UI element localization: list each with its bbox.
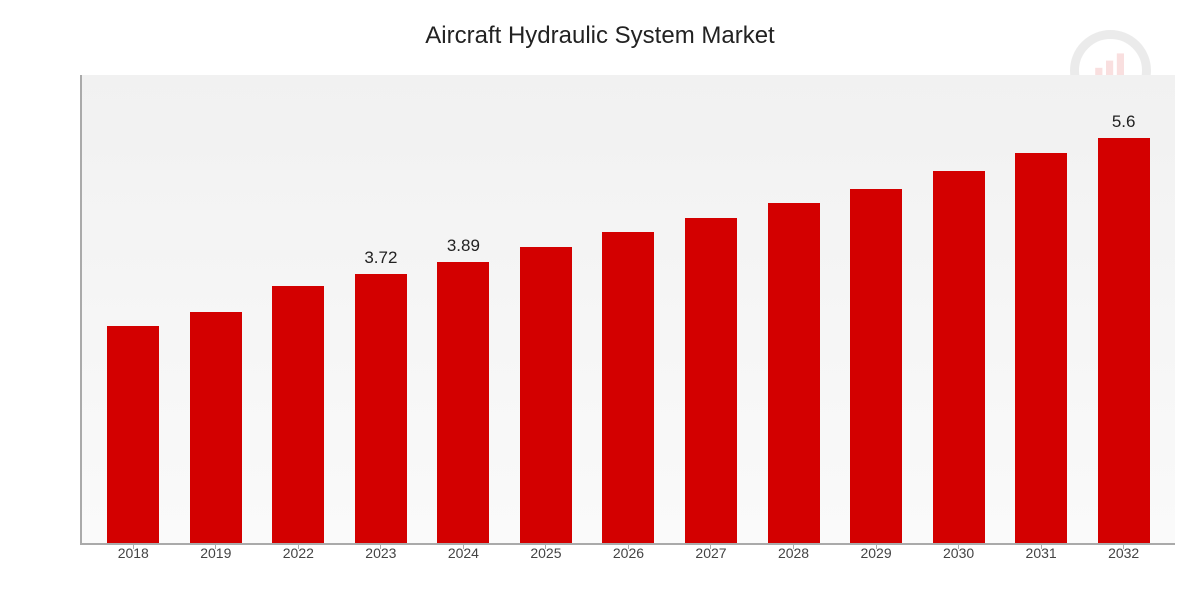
bars-group: 2018201920223.7220233.892024202520262027…: [82, 75, 1175, 543]
bar-value-label: 5.6: [1112, 112, 1136, 132]
bar-slot: 2030: [917, 75, 1000, 543]
bar-slot: 2026: [587, 75, 670, 543]
bar: [850, 189, 902, 543]
x-tick-label: 2032: [1108, 545, 1139, 561]
x-tick-label: 2030: [943, 545, 974, 561]
bar: [437, 262, 489, 543]
bar: [602, 232, 654, 543]
bar-value-label: 3.72: [364, 248, 397, 268]
x-tick-label: 2022: [283, 545, 314, 561]
chart-title: Aircraft Hydraulic System Market: [0, 22, 1200, 50]
x-tick-label: 2018: [118, 545, 149, 561]
bar: [520, 247, 572, 543]
bar-slot: 3.722023: [340, 75, 423, 543]
x-tick-label: 2029: [860, 545, 891, 561]
plot-area: 2018201920223.7220233.892024202520262027…: [80, 75, 1175, 545]
bar-slot: 2019: [175, 75, 258, 543]
bar-slot: 2028: [752, 75, 835, 543]
bar-slot: 5.62032: [1082, 75, 1165, 543]
bar: [190, 312, 242, 543]
x-tick-label: 2028: [778, 545, 809, 561]
bar: [355, 274, 407, 543]
x-tick-label: 2025: [530, 545, 561, 561]
bar: [685, 218, 737, 543]
x-tick-label: 2019: [200, 545, 231, 561]
chart-container: Aircraft Hydraulic System Market Market …: [0, 0, 1200, 600]
bar-slot: 2029: [835, 75, 918, 543]
bar-value-label: 3.89: [447, 236, 480, 256]
x-tick-label: 2023: [365, 545, 396, 561]
bar: [768, 203, 820, 543]
bar-slot: 2022: [257, 75, 340, 543]
bar-slot: 2031: [1000, 75, 1083, 543]
x-tick-label: 2024: [448, 545, 479, 561]
x-tick-label: 2031: [1026, 545, 1057, 561]
x-tick-label: 2027: [695, 545, 726, 561]
bar-slot: 3.892024: [422, 75, 505, 543]
bar-slot: 2025: [505, 75, 588, 543]
bar: [1098, 138, 1150, 543]
bar-slot: 2027: [670, 75, 753, 543]
bar: [1015, 153, 1067, 543]
bar-slot: 2018: [92, 75, 175, 543]
bar: [933, 171, 985, 543]
x-tick-label: 2026: [613, 545, 644, 561]
bar: [272, 286, 324, 543]
bar: [107, 326, 159, 543]
